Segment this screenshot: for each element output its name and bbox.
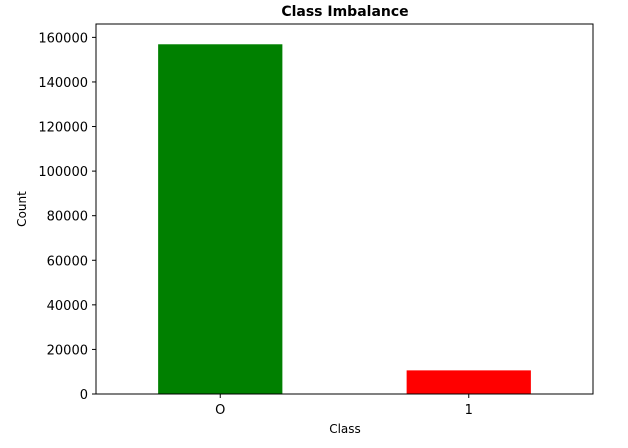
y-axis: 0 20000 40000 60000 80000 100000 120000 140000 1… — [38, 31, 96, 403]
y-tick-label: 60000 — [47, 254, 88, 269]
plot-area-frame — [95, 23, 594, 395]
x-tick-label: O — [215, 403, 225, 418]
y-tick-label: 100000 — [38, 165, 88, 180]
y-axis-label: Count — [15, 191, 29, 227]
y-tick-label: 140000 — [38, 76, 88, 91]
bars-layer — [158, 44, 531, 394]
x-tick-label: 1 — [465, 403, 473, 418]
y-tick-label: 0 — [80, 388, 88, 403]
x-axis-label: Class — [329, 422, 361, 436]
bar-class-O — [158, 44, 283, 394]
y-tick-label: 120000 — [38, 121, 88, 136]
chart-title: Class Imbalance — [281, 4, 408, 20]
bar-class-1 — [406, 370, 531, 394]
y-tick-label: 20000 — [47, 343, 88, 358]
y-tick-label: 80000 — [47, 210, 88, 225]
y-tick-label: 40000 — [47, 299, 88, 314]
y-tick-label: 160000 — [38, 31, 88, 46]
